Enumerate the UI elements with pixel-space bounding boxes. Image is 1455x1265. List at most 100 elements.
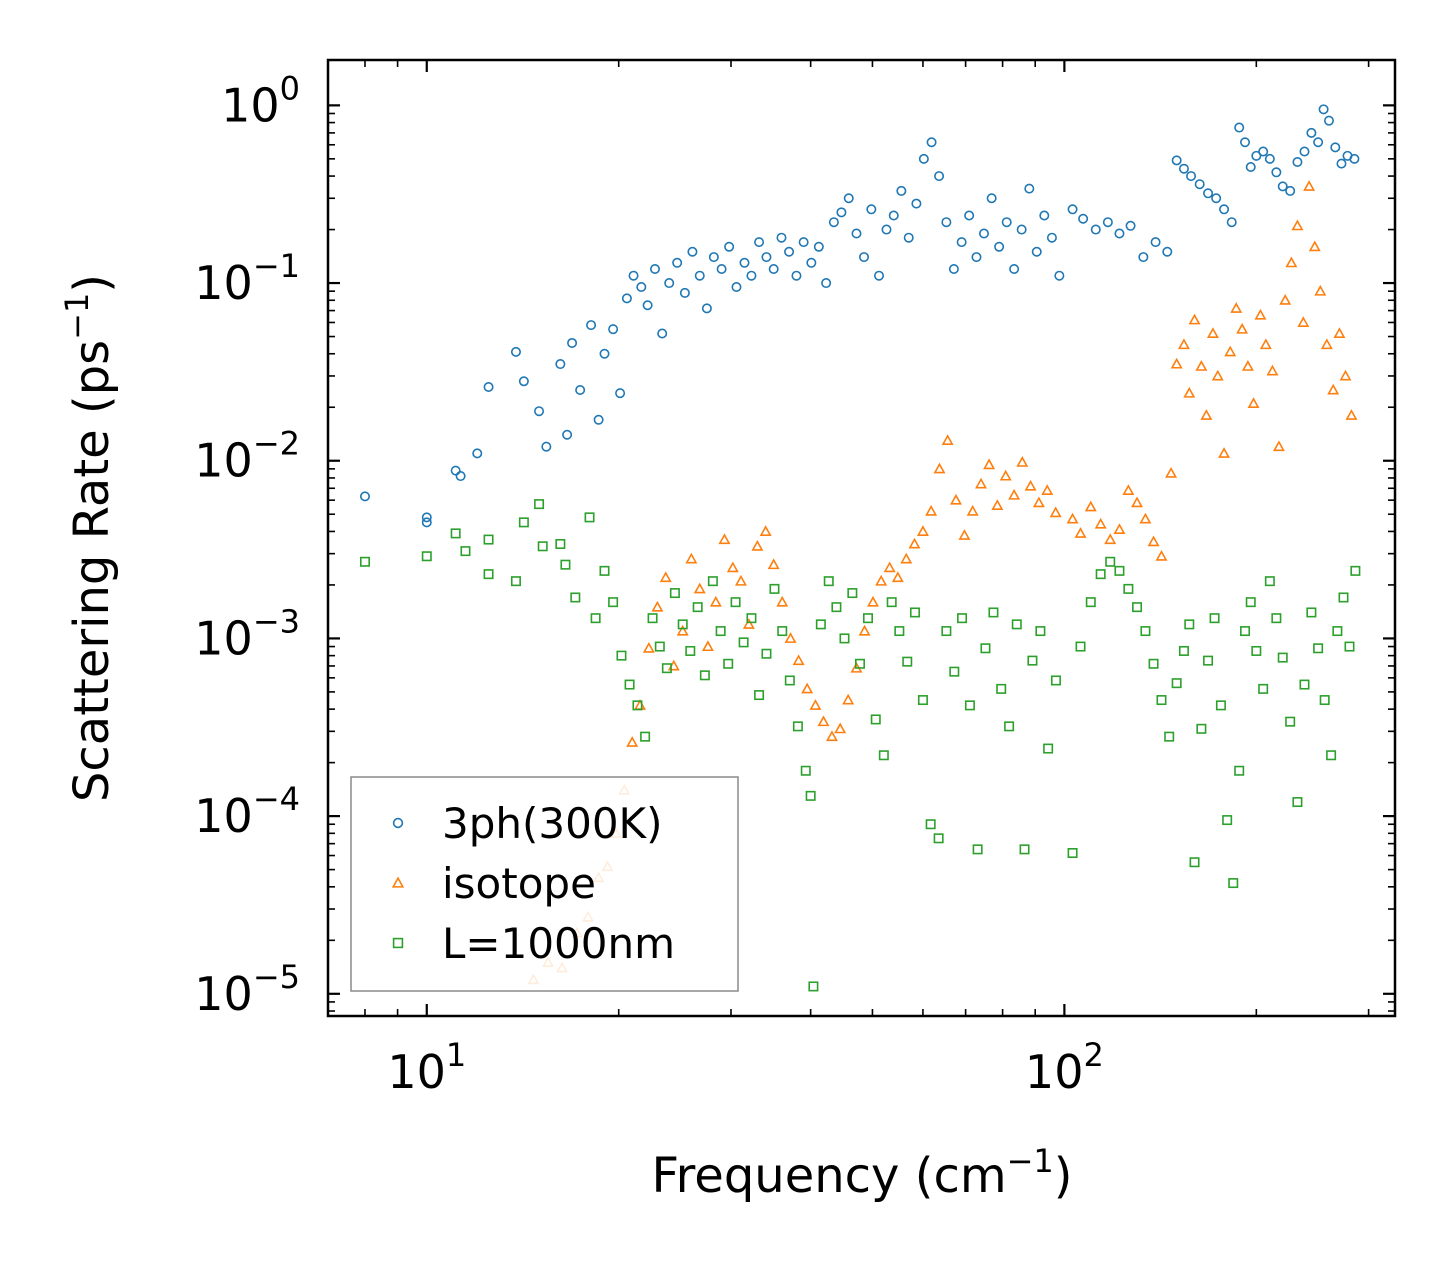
data-point [1226,217,1237,228]
data-point [716,263,727,274]
data-point [1230,302,1243,313]
data-point [1332,626,1343,637]
data-point [1349,153,1360,164]
data-point [980,643,991,654]
data-point [726,561,739,573]
data-point [1114,565,1125,576]
data-point [1240,137,1251,148]
series-l-1000nm [359,499,1361,992]
data-point [707,576,718,587]
legend-marker [391,876,405,888]
data-point [1234,122,1245,133]
data-point [1035,626,1046,637]
data-point [1209,613,1220,624]
legend-label: 3ph(300K) [442,799,662,848]
data-point [483,534,494,545]
data-point [958,529,971,540]
data-point [1140,626,1151,637]
legend-label: isotope [442,859,596,908]
data-point [825,730,838,742]
data-point [1297,316,1310,327]
data-point [731,282,742,293]
data-point [1122,484,1135,495]
data-point [685,645,696,656]
data-point [978,228,989,239]
legend-marker [392,937,404,949]
x-tick-labels: 101 102 [387,1036,1104,1099]
data-point [1004,721,1015,732]
data-point [1323,115,1334,126]
data-point [586,320,597,331]
data-point [875,574,888,586]
data-point [1320,338,1333,350]
data-point [562,429,573,440]
data-point [808,981,819,992]
legend-marker [392,817,404,829]
data-point [1054,270,1065,281]
data-point [784,246,795,257]
data-point [925,504,938,516]
data-point [1016,224,1027,235]
data-point [1084,500,1097,512]
data-point [1164,731,1175,742]
data-point [1338,592,1349,603]
data-point [1211,193,1222,204]
data-point [483,569,494,580]
data-point [1094,517,1107,529]
data-point [754,237,765,248]
data-point [1095,569,1106,580]
data-point [709,595,722,607]
data-point [746,613,757,624]
data-point [933,462,946,474]
legend-item: isotope [391,859,596,908]
data-point [821,278,832,289]
data-point [1327,383,1340,395]
data-point [761,648,772,659]
data-point [891,571,904,583]
data-point [1222,815,1233,826]
series-3ph-300k- [359,104,1360,528]
data-point [1085,597,1096,608]
data-point [1090,224,1101,235]
data-point [1200,409,1213,420]
data-point [1194,179,1205,190]
data-point [657,328,668,339]
data-point [956,237,967,248]
data-point [450,528,461,539]
data-point [1271,613,1282,624]
data-point [1245,161,1256,172]
data-point [1074,527,1087,538]
data-point [836,207,847,218]
data-point [1147,535,1160,547]
data-point [715,626,726,637]
data-point [834,722,847,734]
data-point [659,571,672,583]
data-point [1156,695,1167,706]
data-point [925,819,936,830]
data-point [813,241,824,252]
data-point [1254,308,1267,320]
data-point [1001,217,1012,228]
data-point [1195,360,1208,371]
data-point [815,619,826,630]
data-point [1251,645,1262,656]
data-point [1344,641,1355,652]
data-point [1285,185,1296,196]
data-point [828,217,839,228]
data-point [1224,345,1237,357]
y-axis-title-text: Scattering Rate (ps [64,340,120,802]
x-tick-label: 101 [387,1036,466,1099]
data-point [421,517,432,528]
data-point [1009,263,1020,274]
data-point [1264,576,1275,587]
y-tick-labels: 100 10−1 10−2 10−3 10−4 10−5 [194,69,300,1020]
data-point [1067,848,1078,859]
data-point [1279,293,1292,305]
data-point [972,844,983,855]
data-point [1066,512,1079,524]
data-point [1032,496,1045,508]
data-point [896,185,907,196]
data-point [1183,386,1196,398]
y-tick-label: 10−4 [194,780,300,843]
data-point [1336,158,1347,169]
